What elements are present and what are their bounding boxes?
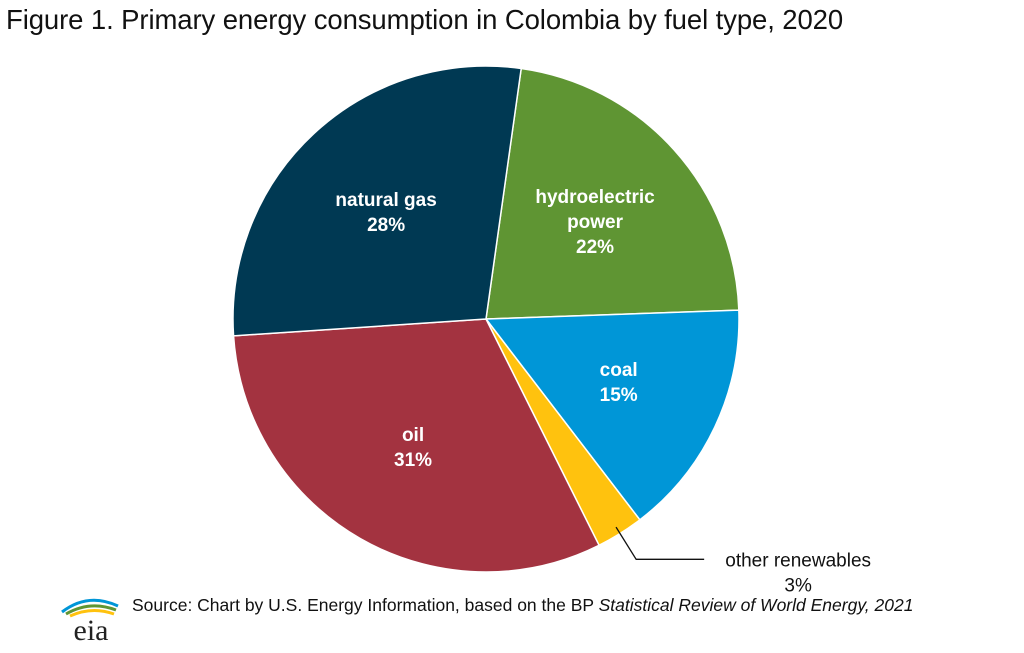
pie-slice-natural-gas (232, 65, 523, 337)
pie-slice-coal (484, 309, 740, 521)
source-footer: eia Source: Chart by U.S. Energy Informa… (58, 590, 1018, 650)
callout-leader-line (615, 526, 705, 560)
slice-value-label: 15% (600, 385, 638, 406)
eia-logo: eia (61, 598, 119, 644)
pie-slice-hydroelectric-power (485, 67, 740, 320)
callout-value-label: 3% (784, 575, 812, 596)
slice-value-label: 31% (394, 450, 432, 471)
pie-slice-oil (232, 318, 601, 573)
callout-name-label: other renewables (725, 550, 871, 571)
source-italic: Statistical Review of World Energy, 2021 (598, 595, 914, 615)
chart-title: Figure 1. Primary energy consumption in … (6, 4, 844, 35)
slice-name-label: coal (600, 360, 638, 381)
slice-name-label: power (567, 212, 624, 233)
source-prefix: Source: Chart by U.S. Energy Information… (132, 595, 599, 615)
slice-name-label: natural gas (335, 190, 436, 211)
slice-value-label: 22% (576, 237, 614, 258)
slice-name-label: hydroelectric (535, 187, 655, 208)
logo-text: eia (74, 614, 109, 644)
slice-name-label: oil (402, 425, 424, 446)
source-text: Source: Chart by U.S. Energy Information… (132, 594, 913, 616)
slice-value-label: 28% (367, 215, 405, 236)
